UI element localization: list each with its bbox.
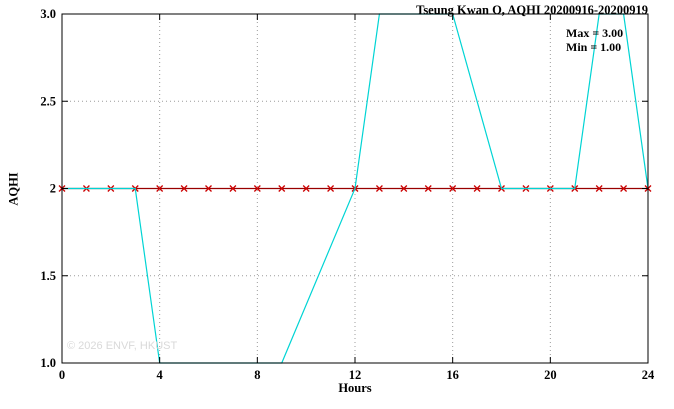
watermark: © 2026 ENVF, HKUST <box>67 340 178 352</box>
legend-max-value: Max = 3.00 <box>566 26 624 40</box>
marker-x-aqhi-hourly-level <box>156 185 164 192</box>
marker-x-aqhi-hourly-level <box>253 185 261 192</box>
x-tick-label: 4 <box>157 368 164 382</box>
x-tick-label: 20 <box>544 368 557 382</box>
y-tick-label: 3.0 <box>40 7 56 21</box>
marker-x-aqhi-hourly-level <box>375 185 383 192</box>
y-axis-label: AQHI <box>6 172 21 206</box>
marker-x-aqhi-hourly-level <box>595 185 603 192</box>
marker-x-aqhi-hourly-level <box>229 185 237 192</box>
y-tick-label: 1.5 <box>40 269 56 283</box>
marker-x-aqhi-hourly-level <box>327 185 335 192</box>
y-tick-label: 2.5 <box>40 94 56 108</box>
marker-x-aqhi-hourly-level <box>278 185 286 192</box>
x-tick-label: 0 <box>59 368 65 382</box>
marker-x-aqhi-hourly-level <box>302 185 310 192</box>
marker-x-aqhi-hourly-level <box>449 185 457 192</box>
marker-x-aqhi-hourly-level <box>180 185 188 192</box>
x-tick-label: 8 <box>254 368 260 382</box>
marker-x-aqhi-hourly-level <box>620 185 628 192</box>
marker-x-aqhi-hourly-level <box>424 185 432 192</box>
x-tick-label: 24 <box>642 368 655 382</box>
marker-x-aqhi-hourly-level <box>400 185 408 192</box>
x-tick-label: 16 <box>446 368 459 382</box>
marker-x-aqhi-hourly-level <box>205 185 212 192</box>
legend-min-value: Min = 1.00 <box>566 40 622 54</box>
x-axis-label: Hours <box>338 381 372 395</box>
legend: Max = 3.00 Min = 1.00 <box>566 26 623 54</box>
x-tick-label: 12 <box>349 368 362 382</box>
marker-x-aqhi-hourly-level <box>473 185 481 192</box>
y-tick-label: 1.0 <box>40 356 56 370</box>
y-tick-label: 2 <box>50 182 56 196</box>
chart-title: Tseung Kwan O, AQHI 20200916-20200919 <box>416 3 648 17</box>
